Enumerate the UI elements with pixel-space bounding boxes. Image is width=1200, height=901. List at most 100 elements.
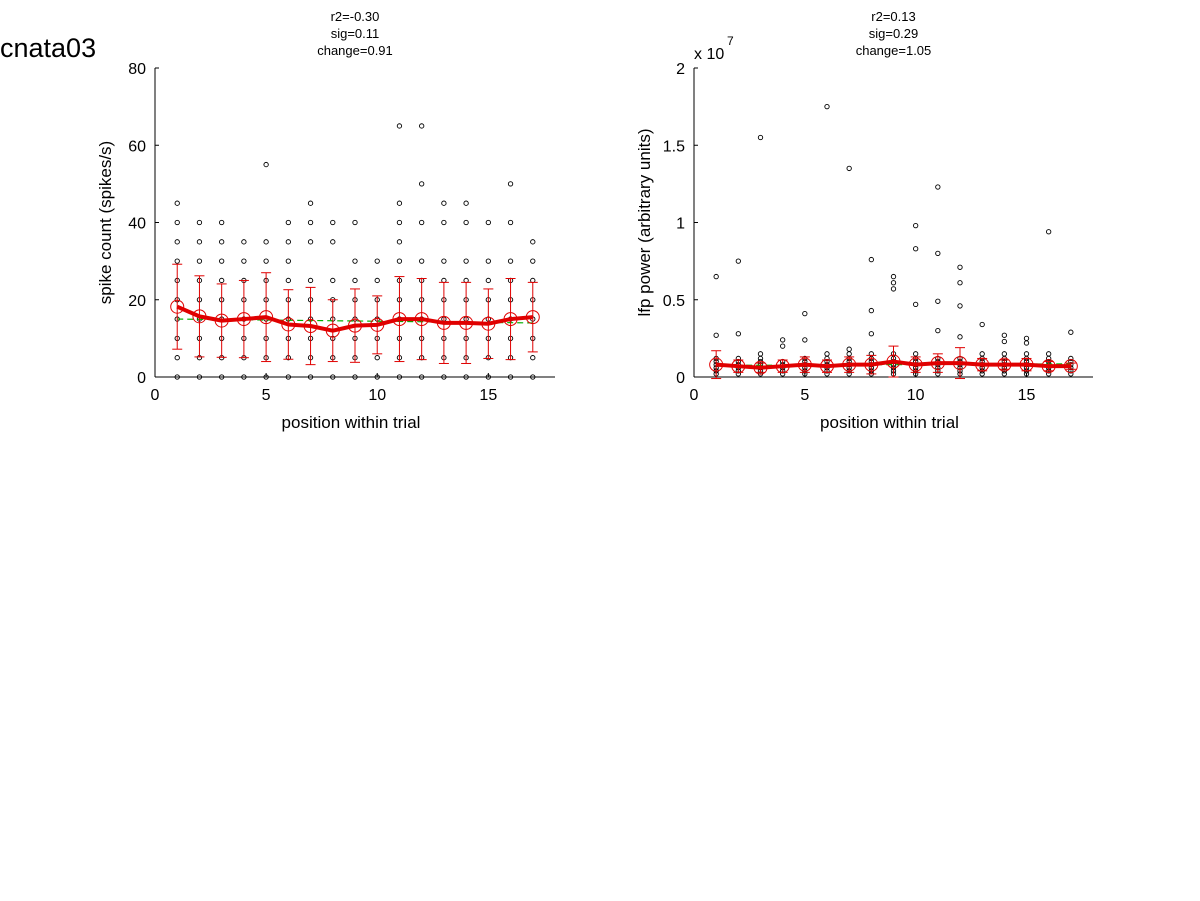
raw-data-point	[396, 219, 403, 226]
raw-data-point	[1023, 371, 1030, 377]
raw-data-point	[285, 219, 291, 226]
raw-data-point	[913, 301, 919, 308]
raw-data-point	[285, 258, 291, 264]
raw-data-point	[1046, 371, 1052, 377]
raw-data-point	[219, 219, 225, 226]
raw-data-point	[802, 311, 808, 317]
raw-data-point	[507, 258, 514, 264]
raw-data-point	[174, 355, 180, 361]
raw-data-point	[352, 219, 358, 226]
raw-data-point	[241, 258, 247, 264]
x-axis-label: position within trial	[820, 413, 959, 432]
annotation-label: r2=0.13	[871, 9, 915, 24]
raw-data-point	[1046, 351, 1052, 357]
mean-marker	[414, 312, 429, 327]
x-tick-label: 15	[1018, 387, 1036, 404]
mean-marker	[930, 356, 945, 371]
lfp-power-panel: r2=0.13 sig=0.29 change=1.05 0 5 10 15 0 0.5 1 1.5…	[635, 9, 1093, 432]
mean-line	[716, 359, 1071, 370]
raw-data-point	[1001, 351, 1007, 357]
raw-data-point	[396, 374, 403, 380]
raw-data-point	[263, 258, 269, 264]
raw-data-point	[530, 258, 536, 264]
raw-data-point	[868, 256, 874, 263]
raw-data-point	[419, 374, 425, 380]
mean-marker	[525, 310, 540, 325]
y-tick-label: 40	[128, 216, 146, 233]
raw-data-point	[330, 374, 336, 380]
mean-marker	[459, 315, 474, 330]
raw-data-point	[957, 334, 963, 340]
raw-data-point	[890, 280, 897, 286]
mean-marker	[775, 359, 790, 374]
raw-data-point	[1023, 335, 1030, 342]
raw-data-point	[396, 258, 403, 264]
y-tick-label: 0	[137, 370, 146, 387]
mean-marker	[842, 357, 857, 372]
raw-data-point	[285, 277, 291, 284]
mean-marker	[481, 316, 496, 331]
mean-marker	[192, 309, 207, 324]
y-tick-label: 1	[676, 216, 685, 233]
raw-data-point	[802, 337, 808, 343]
mean-marker	[503, 312, 518, 327]
mean-marker	[997, 357, 1012, 372]
raw-data-point	[713, 273, 719, 280]
mean-marker	[259, 310, 274, 325]
mean-marker	[908, 357, 923, 372]
raw-data-point	[824, 351, 830, 357]
raw-data-point	[935, 327, 941, 334]
raw-data-point	[530, 239, 536, 245]
raw-data-point	[352, 277, 358, 284]
raw-data-point	[1001, 371, 1007, 377]
raw-data-point	[174, 219, 180, 226]
raw-data-point	[419, 181, 425, 187]
raw-data-point	[374, 258, 380, 264]
raw-data-point	[463, 258, 469, 264]
raw-data-point	[174, 374, 180, 380]
raw-data-point	[1001, 332, 1007, 338]
raw-data-point	[485, 258, 491, 264]
raw-data-point	[196, 258, 203, 264]
raw-data-point	[196, 219, 203, 226]
raw-data-point	[735, 258, 741, 264]
raw-data-point	[219, 239, 225, 245]
raw-data-point	[890, 286, 897, 292]
raw-data-point	[890, 273, 897, 280]
x-tick-label: 5	[262, 387, 271, 404]
raw-data-point	[219, 258, 225, 264]
raw-data-point	[285, 239, 291, 245]
x-tick-label: 10	[368, 387, 386, 404]
annotation-label: sig=0.11	[331, 26, 380, 41]
mean-marker	[797, 357, 812, 372]
mean-marker	[975, 357, 990, 372]
raw-data-point	[330, 277, 336, 284]
raw-data-point	[868, 307, 874, 314]
raw-data-point	[1001, 338, 1007, 345]
raw-data-point	[507, 219, 514, 226]
figure-title: cnata03	[0, 33, 96, 63]
raw-data-point	[530, 374, 536, 380]
raw-data-point	[196, 374, 203, 380]
raw-data-point	[396, 123, 403, 129]
raw-data-point	[1068, 355, 1074, 362]
raw-data-point	[757, 351, 764, 357]
x-tick-label: 0	[690, 387, 699, 404]
y-tick-label: 1.5	[663, 138, 685, 155]
raw-data-point	[757, 134, 764, 141]
raw-data-point	[935, 184, 941, 190]
mean-marker	[1041, 359, 1056, 374]
raw-data-point	[307, 239, 314, 245]
exponent-label: x 10	[694, 46, 724, 63]
raw-data-point	[263, 239, 269, 245]
x-tick-label: 10	[907, 387, 925, 404]
raw-data-point	[1068, 329, 1074, 335]
raw-data-point	[219, 374, 225, 380]
raw-data-point	[374, 355, 380, 361]
y-tick-label: 20	[128, 293, 146, 310]
x-tick-label: 0	[151, 387, 160, 404]
y-tick-label: 2	[676, 61, 685, 78]
mean-marker	[325, 323, 340, 338]
